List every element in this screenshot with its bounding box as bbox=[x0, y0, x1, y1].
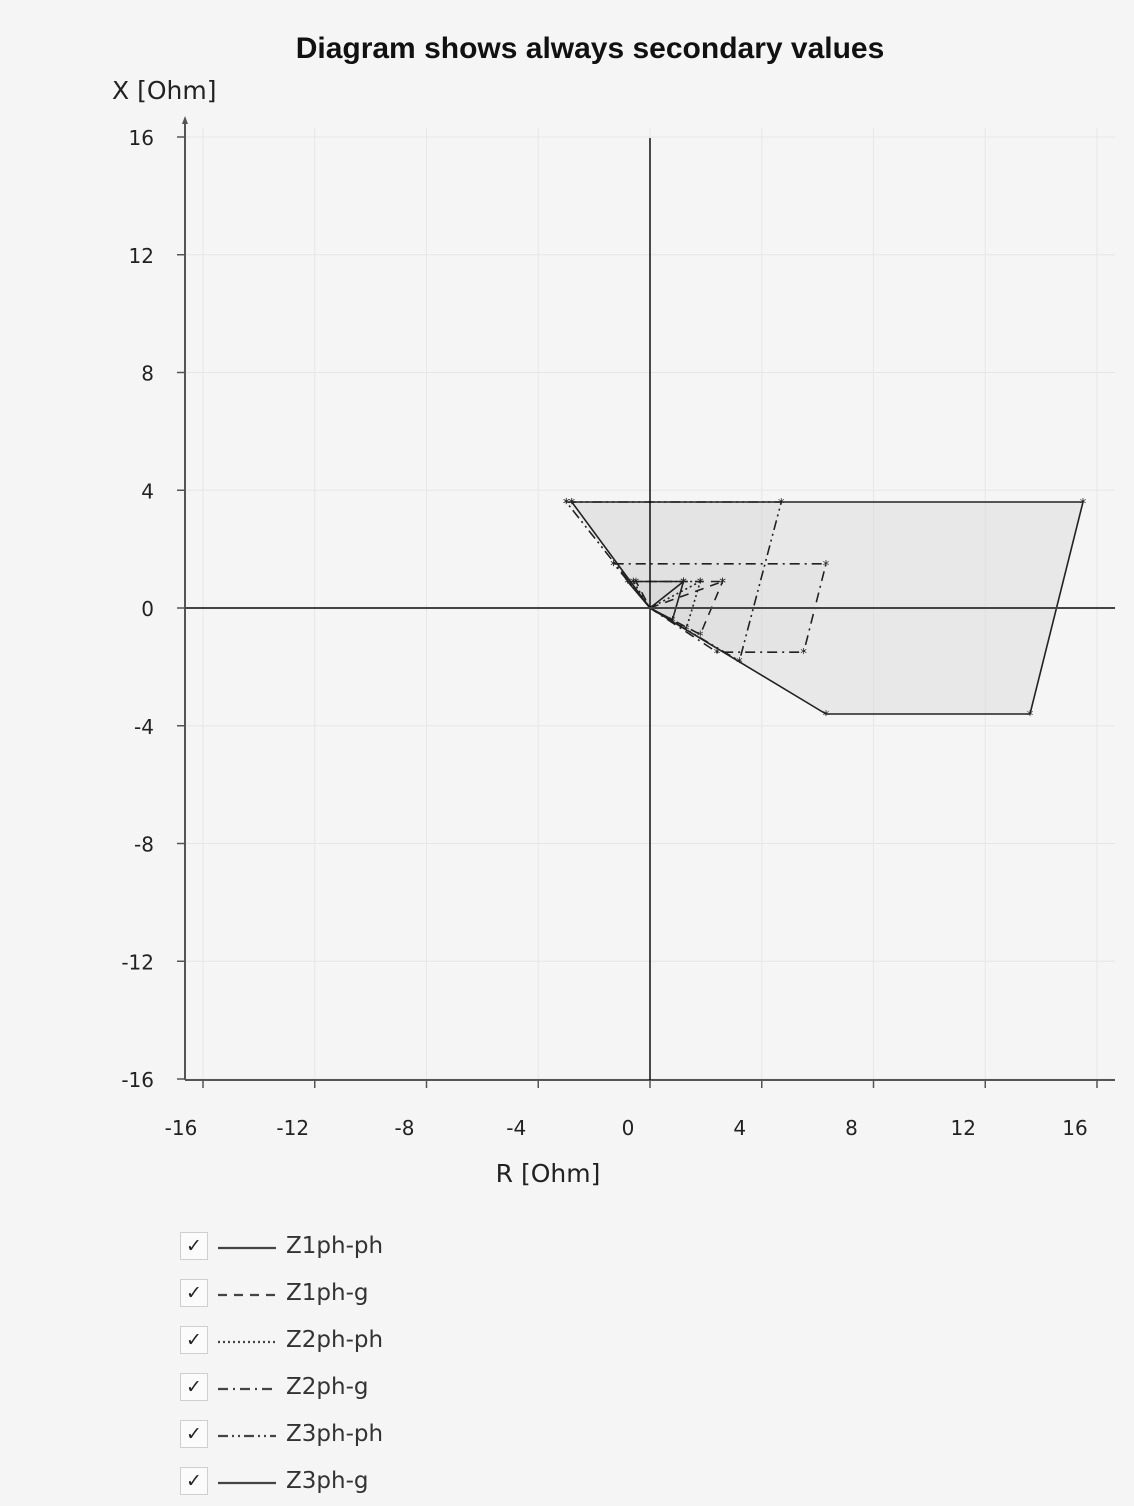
line-swatch-z2ph-ph bbox=[218, 1340, 276, 1343]
x-tick-label: -12 bbox=[276, 1116, 309, 1140]
checkbox-z1ph-g[interactable]: ✓ bbox=[180, 1278, 208, 1307]
zone-vertex-marker: * bbox=[680, 577, 687, 592]
zone-vertex-marker: * bbox=[569, 497, 576, 512]
zone-vertex-marker: * bbox=[778, 497, 785, 512]
legend-label: Z2ph-ph bbox=[286, 1326, 384, 1353]
y-tick-label: 4 bbox=[141, 479, 154, 503]
legend-item-z3ph-g[interactable]: ✓ Z3ph-g bbox=[180, 1457, 383, 1504]
y-axis-arrow bbox=[182, 116, 188, 124]
x-axis-label: R [Ohm] bbox=[496, 1159, 601, 1188]
y-tick-label: -8 bbox=[134, 833, 154, 857]
x-tick-label: 12 bbox=[951, 1116, 976, 1140]
line-swatch-z3ph-ph bbox=[218, 1434, 276, 1437]
line-swatch-z1ph-ph bbox=[218, 1246, 276, 1249]
zone-vertex-marker: * bbox=[697, 629, 704, 644]
zone-vertex-marker: * bbox=[630, 577, 637, 592]
x-tick-label: 0 bbox=[622, 1116, 635, 1140]
legend-item-z3ph-ph[interactable]: ✓ Z3ph-ph bbox=[180, 1410, 383, 1457]
zone-vertex-marker: * bbox=[719, 577, 726, 592]
zone-vertex-marker: * bbox=[633, 577, 640, 592]
line-swatch-z2ph-g bbox=[218, 1387, 276, 1390]
zone-vertex-marker: * bbox=[697, 577, 704, 592]
y-tick-label: 12 bbox=[129, 244, 154, 268]
zone-vertex-marker: * bbox=[736, 656, 743, 671]
y-tick-label: 0 bbox=[141, 597, 154, 621]
legend-label: Z1ph-g bbox=[286, 1279, 369, 1306]
line-swatch-z3ph-g bbox=[218, 1481, 276, 1484]
zone-vertex-marker: * bbox=[610, 559, 617, 574]
legend: ✓ Z1ph-ph ✓ Z1ph-g ✓ Z2ph-ph ✓ Z2ph-g ✓ … bbox=[180, 1222, 383, 1504]
legend-label: Z1ph-ph bbox=[286, 1232, 384, 1259]
y-tick-label: 8 bbox=[141, 362, 154, 386]
checkbox-z1ph-ph[interactable]: ✓ bbox=[180, 1231, 208, 1260]
impedance-diagram: Diagram shows always secondary values X … bbox=[112, 32, 1115, 1188]
legend-item-z1ph-g[interactable]: ✓ Z1ph-g bbox=[180, 1269, 383, 1316]
zone-vertex-marker: * bbox=[683, 624, 690, 639]
x-tick-label: -8 bbox=[395, 1116, 415, 1140]
zone-vertex-marker: * bbox=[1080, 497, 1087, 512]
y-tick-label: -4 bbox=[134, 715, 154, 739]
y-tick-label: -16 bbox=[121, 1068, 154, 1092]
zone-vertex-marker: * bbox=[1027, 709, 1034, 724]
zone-vertex-marker: * bbox=[823, 559, 830, 574]
legend-label: Z3ph-g bbox=[286, 1467, 369, 1494]
x-tick-label: -16 bbox=[165, 1116, 198, 1140]
line-swatch-z1ph-g bbox=[218, 1293, 276, 1296]
checkbox-z2ph-ph[interactable]: ✓ bbox=[180, 1325, 208, 1354]
zone-vertex-marker: * bbox=[563, 497, 570, 512]
x-tick-label: 8 bbox=[845, 1116, 858, 1140]
zone-vertex-marker: * bbox=[680, 577, 687, 592]
legend-item-z2ph-g[interactable]: ✓ Z2ph-g bbox=[180, 1363, 383, 1410]
zone-outline bbox=[571, 501, 1085, 715]
checkbox-z3ph-g[interactable]: ✓ bbox=[180, 1466, 208, 1495]
x-tick-label: 16 bbox=[1062, 1116, 1087, 1140]
legend-item-z2ph-ph[interactable]: ✓ Z2ph-ph bbox=[180, 1316, 383, 1363]
y-tick-label: 16 bbox=[129, 126, 154, 150]
x-tick-label: -4 bbox=[506, 1116, 526, 1140]
zones: *********************************** bbox=[563, 497, 1087, 724]
legend-label: Z2ph-g bbox=[286, 1373, 369, 1400]
zone-vertex-marker: * bbox=[719, 577, 726, 592]
legend-label: Z3ph-ph bbox=[286, 1420, 384, 1447]
zone-vertex-marker: * bbox=[714, 647, 721, 662]
y-tick-label: -12 bbox=[121, 950, 154, 974]
zone-vertex-marker: * bbox=[823, 709, 830, 724]
zone-fill bbox=[627, 581, 684, 620]
zone-vertex-marker: * bbox=[569, 497, 576, 512]
chart-title: Diagram shows always secondary values bbox=[296, 32, 885, 65]
zone-vertex-marker: * bbox=[697, 577, 704, 592]
y-axis-label: X [Ohm] bbox=[112, 76, 216, 105]
zone-outline bbox=[631, 580, 702, 630]
zone-outline bbox=[613, 562, 828, 654]
x-tick-label: 4 bbox=[733, 1116, 746, 1140]
legend-item-z1ph-ph[interactable]: ✓ Z1ph-ph bbox=[180, 1222, 383, 1269]
checkbox-z2ph-g[interactable]: ✓ bbox=[180, 1372, 208, 1401]
ticks: -16 -12 -8 -4 0 4 8 12 16 16 12 8 4 0 -4 -8 -12 -16 bbox=[121, 126, 1098, 1140]
zone-vertex-marker: * bbox=[800, 647, 807, 662]
zone-vertex-marker: * bbox=[610, 559, 617, 574]
zone-outline bbox=[634, 580, 724, 636]
checkbox-z3ph-ph[interactable]: ✓ bbox=[180, 1419, 208, 1448]
zone-vertex-marker: * bbox=[563, 497, 570, 512]
zone-vertex-marker: * bbox=[624, 577, 631, 592]
